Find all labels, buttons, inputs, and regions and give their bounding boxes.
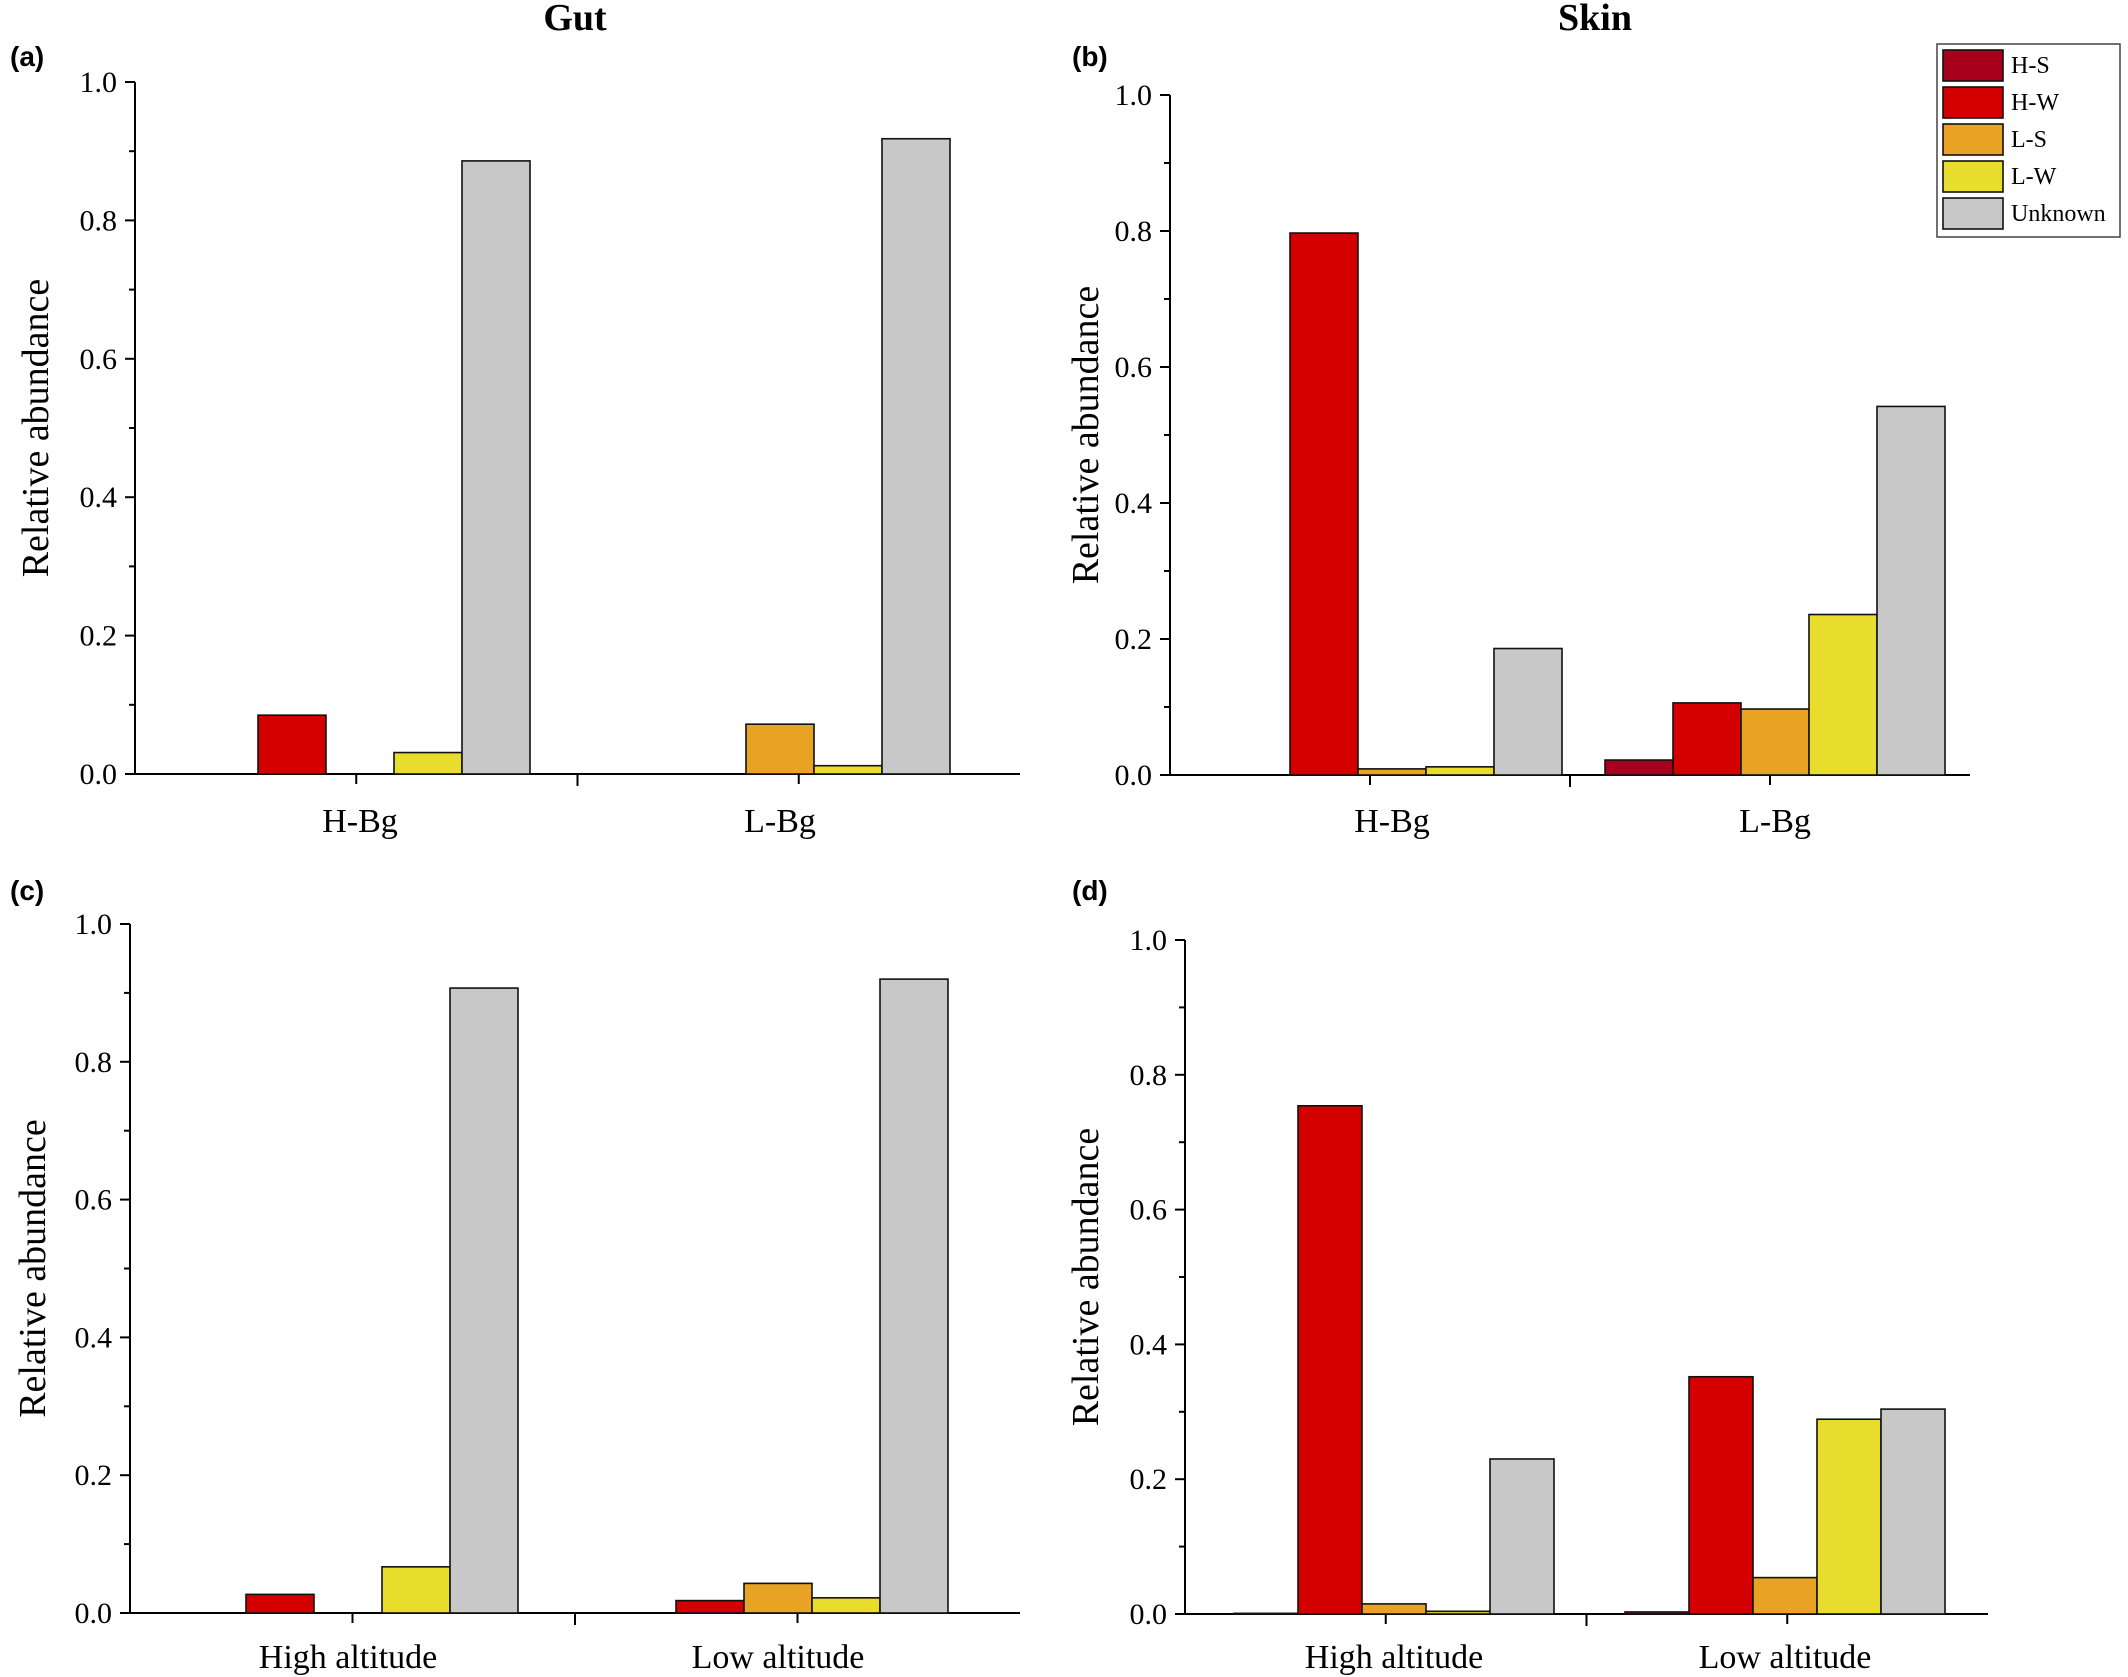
y-tick-label: 1.0 <box>1115 79 1153 112</box>
bar-h-w-1 <box>1672 702 1742 776</box>
x-category-label: High altitude <box>259 1639 437 1676</box>
bar-unknown-0 <box>461 160 531 775</box>
panel-letter: (a) <box>10 41 44 72</box>
y-tick-label: 0.6 <box>1130 1194 1168 1227</box>
y-tick-label: 0.4 <box>1130 1328 1168 1361</box>
bar-unknown-1 <box>1876 405 1946 776</box>
x-category-label: L-Bg <box>744 803 816 840</box>
bar-unknown-0 <box>449 987 519 1614</box>
bar-h-w-1 <box>1688 1375 1754 1615</box>
legend-swatch <box>1942 49 2004 82</box>
bar-unknown-1 <box>879 978 949 1614</box>
y-tick-label: 0.6 <box>75 1184 113 1217</box>
y-tick-label: 0.8 <box>80 204 118 237</box>
bar-h-s-1 <box>1624 1611 1690 1615</box>
y-tick-label: 0.2 <box>75 1459 113 1492</box>
y-axis-label: Relative abundance <box>15 279 57 578</box>
legend-swatch <box>1942 123 2004 156</box>
legend-label: L-S <box>2011 127 2047 153</box>
y-tick-label: 0.4 <box>1115 487 1153 520</box>
column-title-gut: Gut <box>543 0 607 39</box>
bar-h-w-0 <box>257 714 327 775</box>
legend-label: H-S <box>2011 53 2050 79</box>
bar-h-w-0 <box>1297 1105 1363 1615</box>
bar-l-w-0 <box>1425 1610 1491 1615</box>
y-tick-label: 0.0 <box>1115 759 1153 792</box>
bar-unknown-1 <box>881 137 951 775</box>
y-tick-label: 1.0 <box>80 66 118 99</box>
y-tick-label: 0.8 <box>1130 1059 1168 1092</box>
y-tick-label: 0.2 <box>80 620 118 653</box>
column-title-skin: Skin <box>1558 0 1632 39</box>
x-category-label: Low altitude <box>692 1639 865 1676</box>
y-tick-label: 1.0 <box>1130 924 1168 957</box>
y-tick-label: 0.8 <box>1115 215 1153 248</box>
bar-h-w-1 <box>675 1599 745 1614</box>
y-axis-label: Relative abundance <box>1065 1128 1107 1427</box>
legend-label: Unknown <box>2011 201 2106 227</box>
y-axis-label: Relative abundance <box>1065 286 1107 585</box>
y-tick-label: 0.6 <box>1115 351 1153 384</box>
bar-l-s-0 <box>1357 768 1427 776</box>
legend: H-S H-W L-S L-W Unknown <box>1936 43 2121 238</box>
bar-l-w-1 <box>1808 613 1878 776</box>
y-tick-label: 0.0 <box>80 758 118 791</box>
bar-l-w-0 <box>1425 766 1495 776</box>
y-tick-label: 0.8 <box>75 1046 113 1079</box>
bar-l-w-1 <box>1816 1418 1882 1615</box>
bar-l-w-0 <box>381 1566 451 1614</box>
bar-unknown-1 <box>1880 1408 1946 1615</box>
y-tick-label: 0.4 <box>80 481 118 514</box>
bar-h-s-0 <box>1233 1612 1299 1615</box>
chart-panel-3: (d) 0.0 0.2 0.4 0.6 0.8 1.0 Relative abundance H… <box>1065 875 1988 1676</box>
y-tick-label: 0.6 <box>80 343 118 376</box>
chart-panel-2: (c) 0.0 0.2 0.4 0.6 0.8 1.0 Relative abundance H… <box>10 875 1020 1676</box>
bar-l-s-1 <box>745 723 815 775</box>
legend-swatch <box>1942 197 2004 230</box>
bar-l-w-1 <box>813 764 883 775</box>
chart-panels: (a) 0.0 0.2 0.4 0.6 0.8 1.0 Relative abundance H… <box>10 41 1988 1676</box>
y-tick-label: 0.0 <box>1130 1598 1168 1631</box>
bar-l-s-0 <box>1361 1603 1427 1615</box>
panel-letter: (c) <box>10 875 44 906</box>
bar-l-s-1 <box>1740 708 1810 776</box>
chart-panel-1: (b) 0.0 0.2 0.4 0.6 0.8 1.0 Relative abundance H… <box>1065 41 1970 840</box>
bar-l-w-0 <box>393 751 463 775</box>
legend-label: H-W <box>2011 90 2059 116</box>
bar-l-w-1 <box>811 1597 881 1614</box>
bar-unknown-0 <box>1493 647 1563 776</box>
bar-unknown-0 <box>1489 1458 1555 1615</box>
legend-swatch <box>1942 160 2004 193</box>
x-category-label: H-Bg <box>1354 803 1430 840</box>
x-category-label: High altitude <box>1305 1639 1483 1676</box>
bar-l-s-1 <box>1752 1576 1818 1615</box>
x-category-label: Low altitude <box>1699 1639 1872 1676</box>
panel-letter: (b) <box>1072 41 1108 72</box>
bar-h-w-0 <box>245 1593 315 1614</box>
y-tick-label: 0.2 <box>1130 1463 1168 1496</box>
y-tick-label: 0.4 <box>75 1321 113 1354</box>
x-category-label: H-Bg <box>322 803 398 840</box>
y-axis-label: Relative abundance <box>12 1119 54 1418</box>
y-tick-label: 0.2 <box>1115 623 1153 656</box>
y-tick-label: 1.0 <box>75 908 113 941</box>
legend-label: L-W <box>2011 164 2057 190</box>
panel-letter: (d) <box>1072 875 1108 906</box>
y-tick-label: 0.0 <box>75 1597 113 1630</box>
legend-swatch <box>1942 86 2004 119</box>
bar-l-s-1 <box>743 1582 813 1614</box>
bar-h-s-1 <box>1604 759 1674 776</box>
bar-h-w-0 <box>1289 232 1359 776</box>
x-category-label: L-Bg <box>1739 803 1811 840</box>
chart-panel-0: (a) 0.0 0.2 0.4 0.6 0.8 1.0 Relative abundance H… <box>10 41 1020 840</box>
